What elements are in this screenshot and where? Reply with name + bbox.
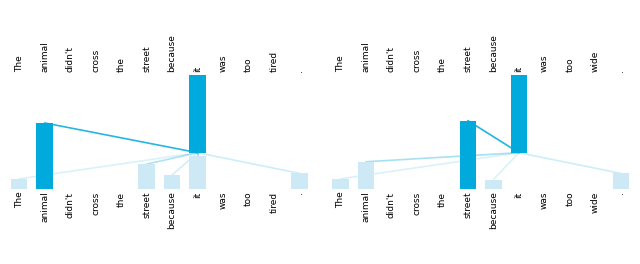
Text: cross: cross	[412, 191, 421, 215]
Text: street: street	[463, 191, 472, 218]
Text: because: because	[168, 35, 177, 73]
Text: .: .	[616, 70, 625, 73]
Text: The: The	[336, 191, 345, 208]
Text: was: was	[540, 191, 549, 209]
Text: too: too	[244, 191, 253, 206]
Text: The: The	[15, 56, 24, 73]
Text: because: because	[489, 35, 498, 73]
Text: it: it	[515, 66, 524, 73]
Text: too: too	[565, 191, 574, 206]
Bar	[189, 75, 206, 153]
Bar	[460, 121, 476, 189]
Text: The: The	[15, 191, 24, 208]
Text: tired: tired	[269, 191, 278, 213]
Text: was: was	[219, 191, 228, 209]
Text: the: the	[116, 58, 125, 73]
Text: it: it	[193, 66, 202, 73]
Bar	[485, 180, 502, 189]
Text: didn't: didn't	[387, 191, 396, 218]
Bar	[189, 156, 206, 189]
Text: too: too	[565, 58, 574, 73]
Text: because: because	[168, 191, 177, 229]
Text: didn't: didn't	[387, 46, 396, 73]
Bar	[612, 173, 629, 189]
Text: because: because	[489, 191, 498, 229]
Text: the: the	[438, 58, 447, 73]
Text: .: .	[616, 191, 625, 194]
Text: animal: animal	[40, 42, 49, 73]
Text: cross: cross	[412, 49, 421, 73]
Text: wide: wide	[591, 51, 600, 73]
Text: .: .	[295, 70, 304, 73]
Bar	[358, 162, 374, 189]
Text: it: it	[515, 191, 524, 198]
Text: street: street	[463, 46, 472, 73]
Text: the: the	[116, 191, 125, 206]
Text: The: The	[336, 56, 345, 73]
Text: too: too	[244, 58, 253, 73]
Bar	[511, 75, 527, 153]
Text: didn't: didn't	[66, 191, 75, 218]
Text: street: street	[142, 191, 151, 218]
Text: was: was	[540, 55, 549, 73]
Text: animal: animal	[362, 191, 371, 222]
Text: animal: animal	[362, 42, 371, 73]
Bar	[164, 175, 180, 189]
Bar	[332, 179, 349, 189]
Text: street: street	[142, 46, 151, 73]
Text: tired: tired	[269, 51, 278, 73]
Text: .: .	[295, 191, 304, 194]
Bar	[11, 179, 28, 189]
Bar	[138, 164, 155, 189]
Bar	[291, 173, 308, 189]
Text: the: the	[438, 191, 447, 206]
Text: was: was	[219, 55, 228, 73]
Text: animal: animal	[40, 191, 49, 222]
Text: cross: cross	[91, 191, 100, 215]
Text: didn't: didn't	[66, 46, 75, 73]
Text: wide: wide	[591, 191, 600, 213]
Text: it: it	[193, 191, 202, 198]
Text: cross: cross	[91, 49, 100, 73]
Bar	[36, 123, 53, 189]
